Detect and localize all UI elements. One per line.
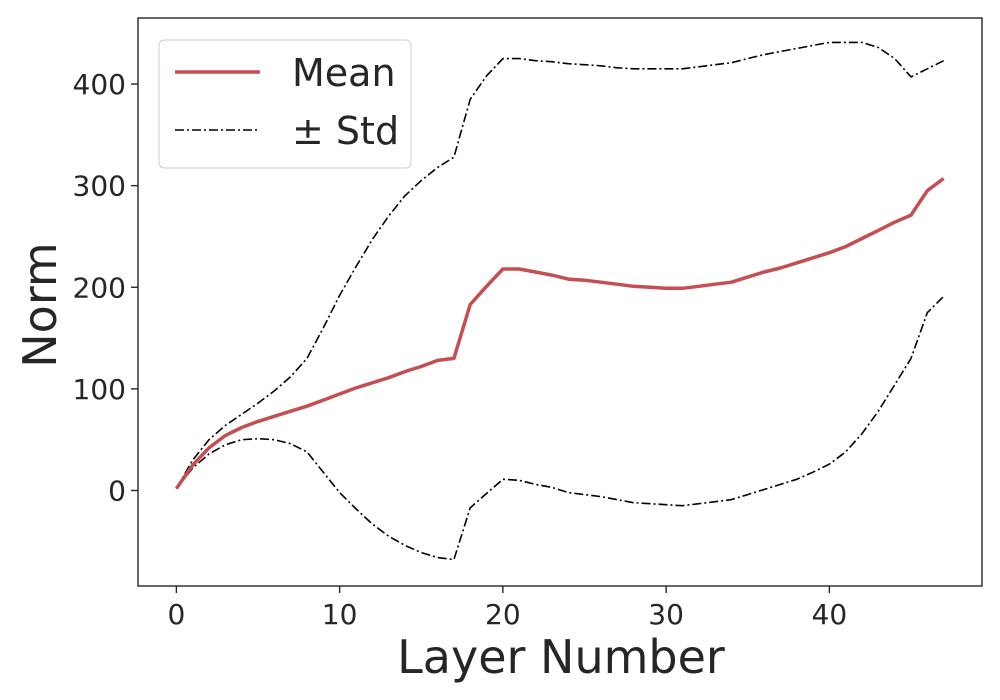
legend: Mean ± Std	[158, 39, 412, 169]
y-tick-label: 400	[73, 68, 126, 101]
x-tick-label: 10	[322, 598, 358, 631]
x-tick-label: 30	[648, 598, 684, 631]
y-tick-label: 200	[73, 271, 126, 304]
y-tick-label: 300	[73, 170, 126, 203]
x-axis: 0 10 20 30 40	[167, 586, 847, 631]
y-axis-label: Norm	[13, 242, 67, 367]
x-tick-label: 40	[812, 598, 848, 631]
series-line-mean-std	[175, 295, 945, 561]
y-tick-label: 100	[73, 373, 126, 406]
y-tick-label: 0	[108, 474, 126, 507]
series-line-mean	[174, 177, 945, 490]
x-tick-label: 20	[485, 598, 521, 631]
legend-label-std: ± Std	[292, 109, 399, 153]
x-tick-label: 0	[167, 598, 185, 631]
legend-label-mean: Mean	[292, 51, 396, 95]
x-axis-label: Layer Number	[397, 630, 725, 684]
y-axis: 0 100 200 300 400	[73, 68, 138, 507]
series-line-mean-std	[175, 41, 944, 489]
